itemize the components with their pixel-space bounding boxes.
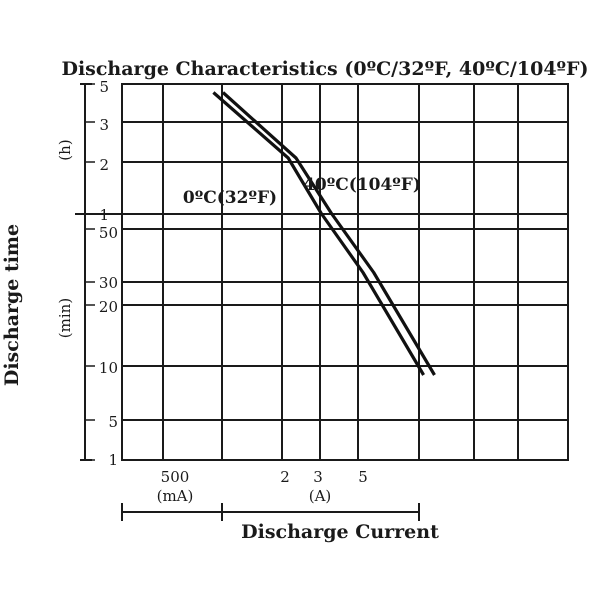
plot-frame bbox=[121, 83, 569, 461]
y-tick-label-m-20: 20 bbox=[99, 298, 118, 316]
chart-title: Discharge Characteristics (0ºC/32ºF, 40º… bbox=[61, 58, 588, 80]
x-tick-label-2: 2 bbox=[280, 468, 290, 486]
series-label-0c: 0ºC(32ºF) bbox=[183, 188, 277, 208]
y-tick-label-m-5: 5 bbox=[108, 413, 118, 431]
y-tick-label-m-30: 30 bbox=[99, 274, 118, 292]
x-unit-milliamps: (mA) bbox=[157, 487, 194, 505]
x-tick-label-500: 500 bbox=[161, 468, 190, 486]
x-axis-label: Discharge Current bbox=[241, 521, 439, 543]
y-tick-label-m-1: 1 bbox=[108, 451, 118, 469]
y-tick-label-m-50: 50 bbox=[99, 224, 118, 242]
y-tick-label-h-2: 2 bbox=[99, 156, 109, 174]
series-lines bbox=[212, 91, 436, 376]
y-unit-minutes: (min) bbox=[56, 298, 74, 338]
x-tick-label-3: 3 bbox=[313, 468, 323, 486]
series-label-40c: 40ºC(104ºF) bbox=[303, 175, 421, 195]
y-tick-label-h-5: 5 bbox=[99, 78, 109, 96]
x-axis: 500 2 3 5 bbox=[121, 468, 420, 521]
y-tick-label-h-3: 3 bbox=[99, 116, 109, 134]
x-unit-amps: (A) bbox=[309, 487, 332, 505]
series-line-1 bbox=[221, 91, 436, 376]
y-tick-label-h-1: 1 bbox=[99, 206, 109, 224]
y-axis-label: Discharge time bbox=[1, 224, 23, 386]
y-tick-label-m-10: 10 bbox=[99, 359, 118, 377]
y-unit-hours: (h) bbox=[56, 139, 74, 160]
x-tick-label-5: 5 bbox=[358, 468, 368, 486]
plot-grid bbox=[121, 83, 569, 461]
series-line-0 bbox=[212, 91, 425, 376]
